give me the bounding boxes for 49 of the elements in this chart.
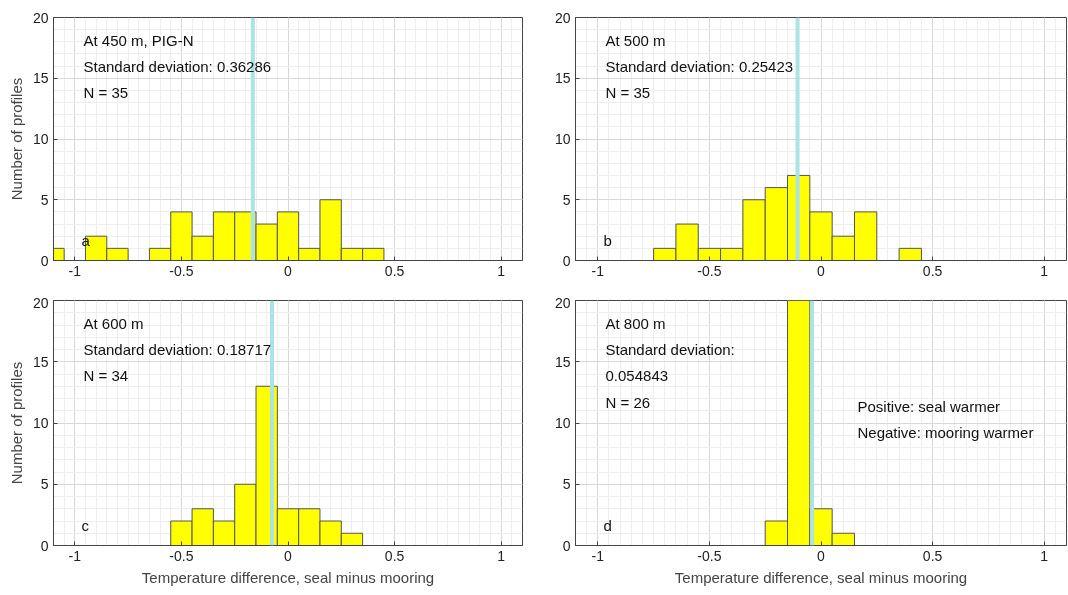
y-tick-label: 15 — [32, 70, 49, 87]
y-tick-label: 10 — [32, 415, 49, 431]
y-tick-label: 20 — [32, 9, 49, 26]
annotation: Positive: seal warmer Negative: mooring warmer — [857, 397, 1034, 441]
x-tick-label: -1 — [68, 262, 82, 279]
y-tick-label: 10 — [554, 131, 571, 147]
y-tick-label: 20 — [32, 294, 49, 311]
annotation: At 800 m Standard deviation: 0.054843 N = 26 — [605, 314, 735, 411]
y-tick-label: 5 — [562, 191, 571, 208]
y-tick-label: 20 — [554, 9, 571, 26]
x-tick-label: -0.5 — [169, 262, 194, 279]
y-tick-label: 15 — [554, 70, 571, 87]
y-tick-label: 10 — [554, 415, 571, 431]
x-tick-label: -1 — [591, 262, 605, 279]
x-tick-label: -0.5 — [169, 547, 194, 564]
x-tick-label: 0.5 — [384, 547, 405, 564]
x-tick-label: 0.5 — [922, 262, 943, 279]
x-tick-label: -1 — [591, 547, 605, 564]
x-tick-label: -0.5 — [697, 262, 722, 279]
y-tick-label: 15 — [32, 353, 49, 370]
y-tick-label: 5 — [562, 476, 571, 493]
annotation: b — [603, 231, 612, 249]
annotation: c — [81, 516, 90, 534]
x-tick-label: 0 — [284, 547, 293, 564]
x-tick-label: 1 — [497, 547, 506, 564]
x-tick-label: 0.5 — [922, 547, 943, 564]
x-tick-label: 0.5 — [384, 262, 405, 279]
x-tick-label: 1 — [497, 262, 506, 279]
x-axis-title: Temperature difference, seal minus mooring — [674, 568, 968, 586]
y-tick-label: 15 — [554, 353, 571, 370]
x-tick-label: -0.5 — [697, 547, 722, 564]
y-axis-title: Number of profiles — [7, 77, 25, 201]
x-tick-label: -1 — [68, 547, 82, 564]
y-tick-label: 10 — [32, 131, 49, 147]
x-tick-label: 0 — [817, 262, 826, 279]
y-tick-label: 5 — [40, 191, 49, 208]
annotation: d — [603, 516, 612, 534]
x-tick-label: 0 — [817, 547, 826, 564]
x-axis-title: Temperature difference, seal minus mooring — [141, 568, 435, 586]
y-tick-label: 20 — [554, 294, 571, 311]
annotation: At 600 m Standard deviation: 0.18717 N = 34 — [83, 314, 272, 385]
annotation: At 450 m, PIG-N Standard deviation: 0.36286 N = 35 — [83, 31, 272, 102]
y-axis-title: Number of profiles — [7, 361, 25, 485]
x-tick-label: 0 — [284, 262, 293, 279]
x-tick-label: 1 — [1040, 262, 1049, 279]
annotation: At 500 m Standard deviation: 0.25423 N = 35 — [605, 31, 794, 102]
y-tick-label: 5 — [40, 476, 49, 493]
annotation: a — [81, 231, 91, 249]
x-tick-label: 1 — [1040, 547, 1049, 564]
